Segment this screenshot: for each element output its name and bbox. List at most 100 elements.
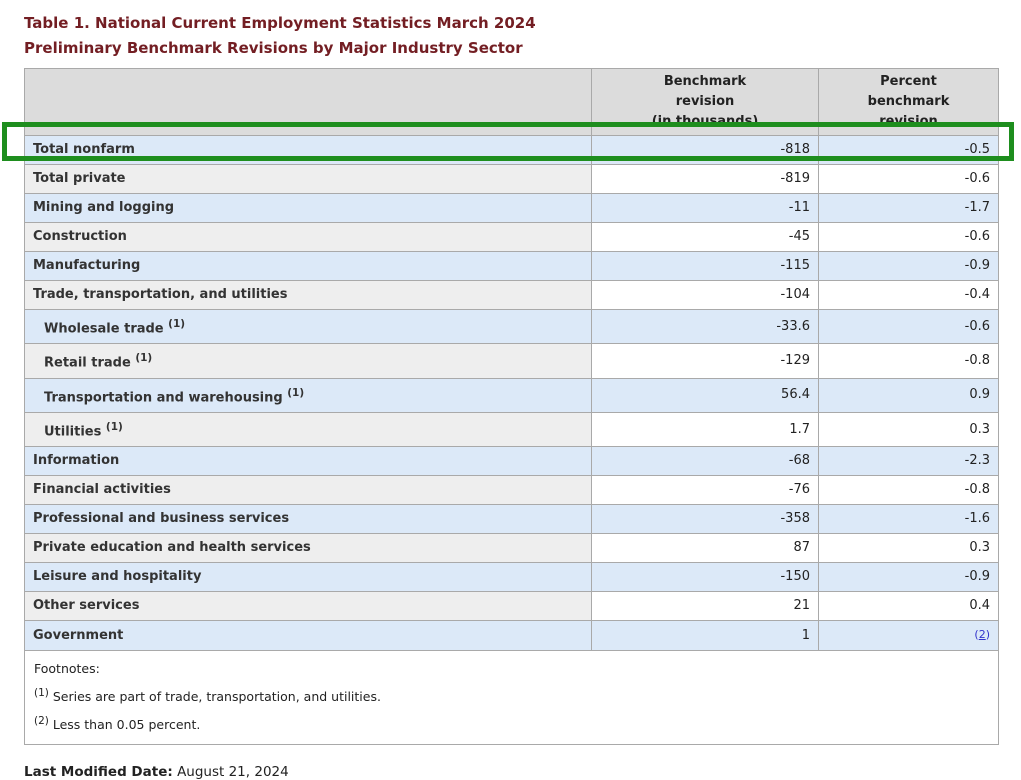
benchmark-revision-cell: -45 (591, 222, 819, 252)
row-label: Transportation and warehousing (44, 389, 283, 405)
percent-revision-cell: -2.3 (818, 446, 999, 477)
table-row: Retail trade (1) -129 -0.8 (24, 343, 999, 379)
benchmark-revision-cell: -115 (591, 251, 819, 281)
benchmark-revision-cell: -818 (591, 135, 819, 165)
table-row: Information -68 -2.3 (24, 446, 999, 477)
row-label: Retail trade (44, 355, 131, 371)
last-modified-date: August 21, 2024 (177, 763, 289, 780)
header-row: Benchmark revision (in thousands) Percen… (24, 68, 999, 136)
row-label-cell: Wholesale trade (1) (24, 308, 592, 345)
table-header: Benchmark revision (in thousands) Percen… (24, 68, 999, 136)
percent-revision-cell: -0.6 (818, 222, 999, 252)
footnotes-heading: Footnotes: (34, 661, 100, 677)
table-row: Financial activities -76 -0.8 (24, 475, 999, 506)
row-label-cell: Other services (24, 591, 592, 622)
footnote-item-marker: (1) (34, 687, 49, 700)
benchmark-revision-cell: -129 (591, 343, 819, 379)
table-row: Professional and business services -358 -1… (24, 504, 999, 535)
percent-revision-cell: (2) (818, 620, 999, 652)
table-row: Utilities (1) 1.7 0.3 (24, 411, 999, 448)
row-label: Government (33, 627, 124, 643)
benchmark-revision-cell: 56.4 (591, 377, 819, 413)
footnote-marker: (1) (135, 352, 153, 365)
percent-revision-cell: 0.3 (818, 533, 999, 564)
percent-revision-cell: -0.6 (818, 164, 999, 194)
row-label: Wholesale trade (44, 321, 164, 337)
row-label-cell: Mining and logging (24, 193, 592, 223)
table-row: Wholesale trade (1) -33.6 -0.6 (24, 308, 999, 345)
percent-revision-cell: -0.5 (818, 135, 999, 165)
percent-revision-cell: 0.9 (818, 377, 999, 413)
row-label-cell: Utilities (1) (24, 411, 592, 448)
table-row: Leisure and hospitality -150 -0.9 (24, 562, 999, 593)
benchmark-revision-cell: 1.7 (591, 411, 819, 448)
table-row: Other services 21 0.4 (24, 591, 999, 622)
row-label-cell: Retail trade (1) (24, 343, 592, 379)
row-label: Trade, transportation, and utilities (33, 287, 288, 302)
row-label: Construction (33, 229, 127, 244)
table-row: Total nonfarm -818 -0.5 (24, 135, 999, 165)
table-row: Construction -45 -0.6 (24, 222, 999, 252)
footnote-item: (1) Series are part of trade, transporta… (34, 687, 381, 705)
row-label: Manufacturing (33, 258, 141, 273)
row-label-cell: Total nonfarm (24, 135, 592, 165)
last-modified-label: Last Modified Date: (24, 763, 173, 780)
percent-revision-cell: -0.8 (818, 475, 999, 506)
table-row: Mining and logging -11 -1.7 (24, 193, 999, 223)
row-label: Total private (33, 171, 126, 186)
header-industry (24, 68, 592, 136)
footnote-item: (2) Less than 0.05 percent. (34, 715, 201, 733)
header-benchmark-revision: Benchmark revision (in thousands) (591, 68, 819, 136)
footnotes-cell: Footnotes: (1) Series are part of trade,… (24, 650, 999, 745)
row-label: Mining and logging (33, 200, 175, 215)
row-label-cell: Construction (24, 222, 592, 252)
percent-revision-cell: -1.7 (818, 193, 999, 223)
footnotes-list: (1) Series are part of trade, transporta… (34, 681, 989, 737)
row-label: Financial activities (33, 482, 171, 498)
table-row: Manufacturing -115 -0.9 (24, 251, 999, 281)
benchmark-revision-cell: -68 (591, 446, 819, 477)
row-label-cell: Manufacturing (24, 251, 592, 281)
row-label: Other services (33, 598, 140, 614)
table-row: Trade, transportation, and utilities -104… (24, 280, 999, 310)
table-row: Government 1 (2) (24, 620, 999, 652)
percent-revision-cell: 0.4 (818, 591, 999, 622)
benchmark-revision-cell: 1 (591, 620, 819, 652)
benchmark-revision-cell: -11 (591, 193, 819, 223)
row-label-cell: Professional and business services (24, 504, 592, 535)
table-row: Private education and health services 87 0… (24, 533, 999, 564)
percent-revision-cell: -0.9 (818, 562, 999, 593)
row-label-cell: Transportation and warehousing (1) (24, 377, 592, 413)
footnotes-row: Footnotes: (1) Series are part of trade,… (24, 650, 999, 745)
row-label-cell: Trade, transportation, and utilities (24, 280, 592, 310)
table-body: Total nonfarm -818 -0.5 Total private -819 -0… (24, 135, 999, 652)
percent-revision-cell: -0.6 (818, 308, 999, 345)
percent-revision-cell: 0.3 (818, 411, 999, 448)
row-label: Total nonfarm (33, 142, 135, 157)
footnote-2-link[interactable]: (2) (974, 628, 990, 642)
benchmark-revision-cell: -819 (591, 164, 819, 194)
footnote-marker: (1) (105, 420, 123, 433)
row-label: Information (33, 453, 120, 469)
benchmark-revision-cell: -150 (591, 562, 819, 593)
table-row: Transportation and warehousing (1) 56.4 0.… (24, 377, 999, 413)
benchmark-revision-cell: -33.6 (591, 308, 819, 345)
row-label: Professional and business services (33, 511, 290, 527)
benchmark-revision-cell: -104 (591, 280, 819, 310)
benchmark-revision-cell: 21 (591, 591, 819, 622)
table-row: Total private -819 -0.6 (24, 164, 999, 194)
percent-revision-cell: -0.9 (818, 251, 999, 281)
row-label-cell: Financial activities (24, 475, 592, 506)
row-label-cell: Leisure and hospitality (24, 562, 592, 593)
percent-revision-cell: -1.6 (818, 504, 999, 535)
footnote-marker: (1) (287, 386, 305, 399)
footnote-item-marker: (2) (34, 715, 49, 728)
benchmark-revision-cell: -358 (591, 504, 819, 535)
benchmark-revision-cell: -76 (591, 475, 819, 506)
last-modified: Last Modified Date: August 21, 2024 (24, 764, 1021, 780)
benchmark-revision-cell: 87 (591, 533, 819, 564)
percent-revision-cell: -0.8 (818, 343, 999, 379)
header-percent-benchmark-revision: Percent benchmark revision (818, 68, 999, 136)
row-label-cell: Government (24, 620, 592, 652)
row-label: Leisure and hospitality (33, 569, 202, 585)
